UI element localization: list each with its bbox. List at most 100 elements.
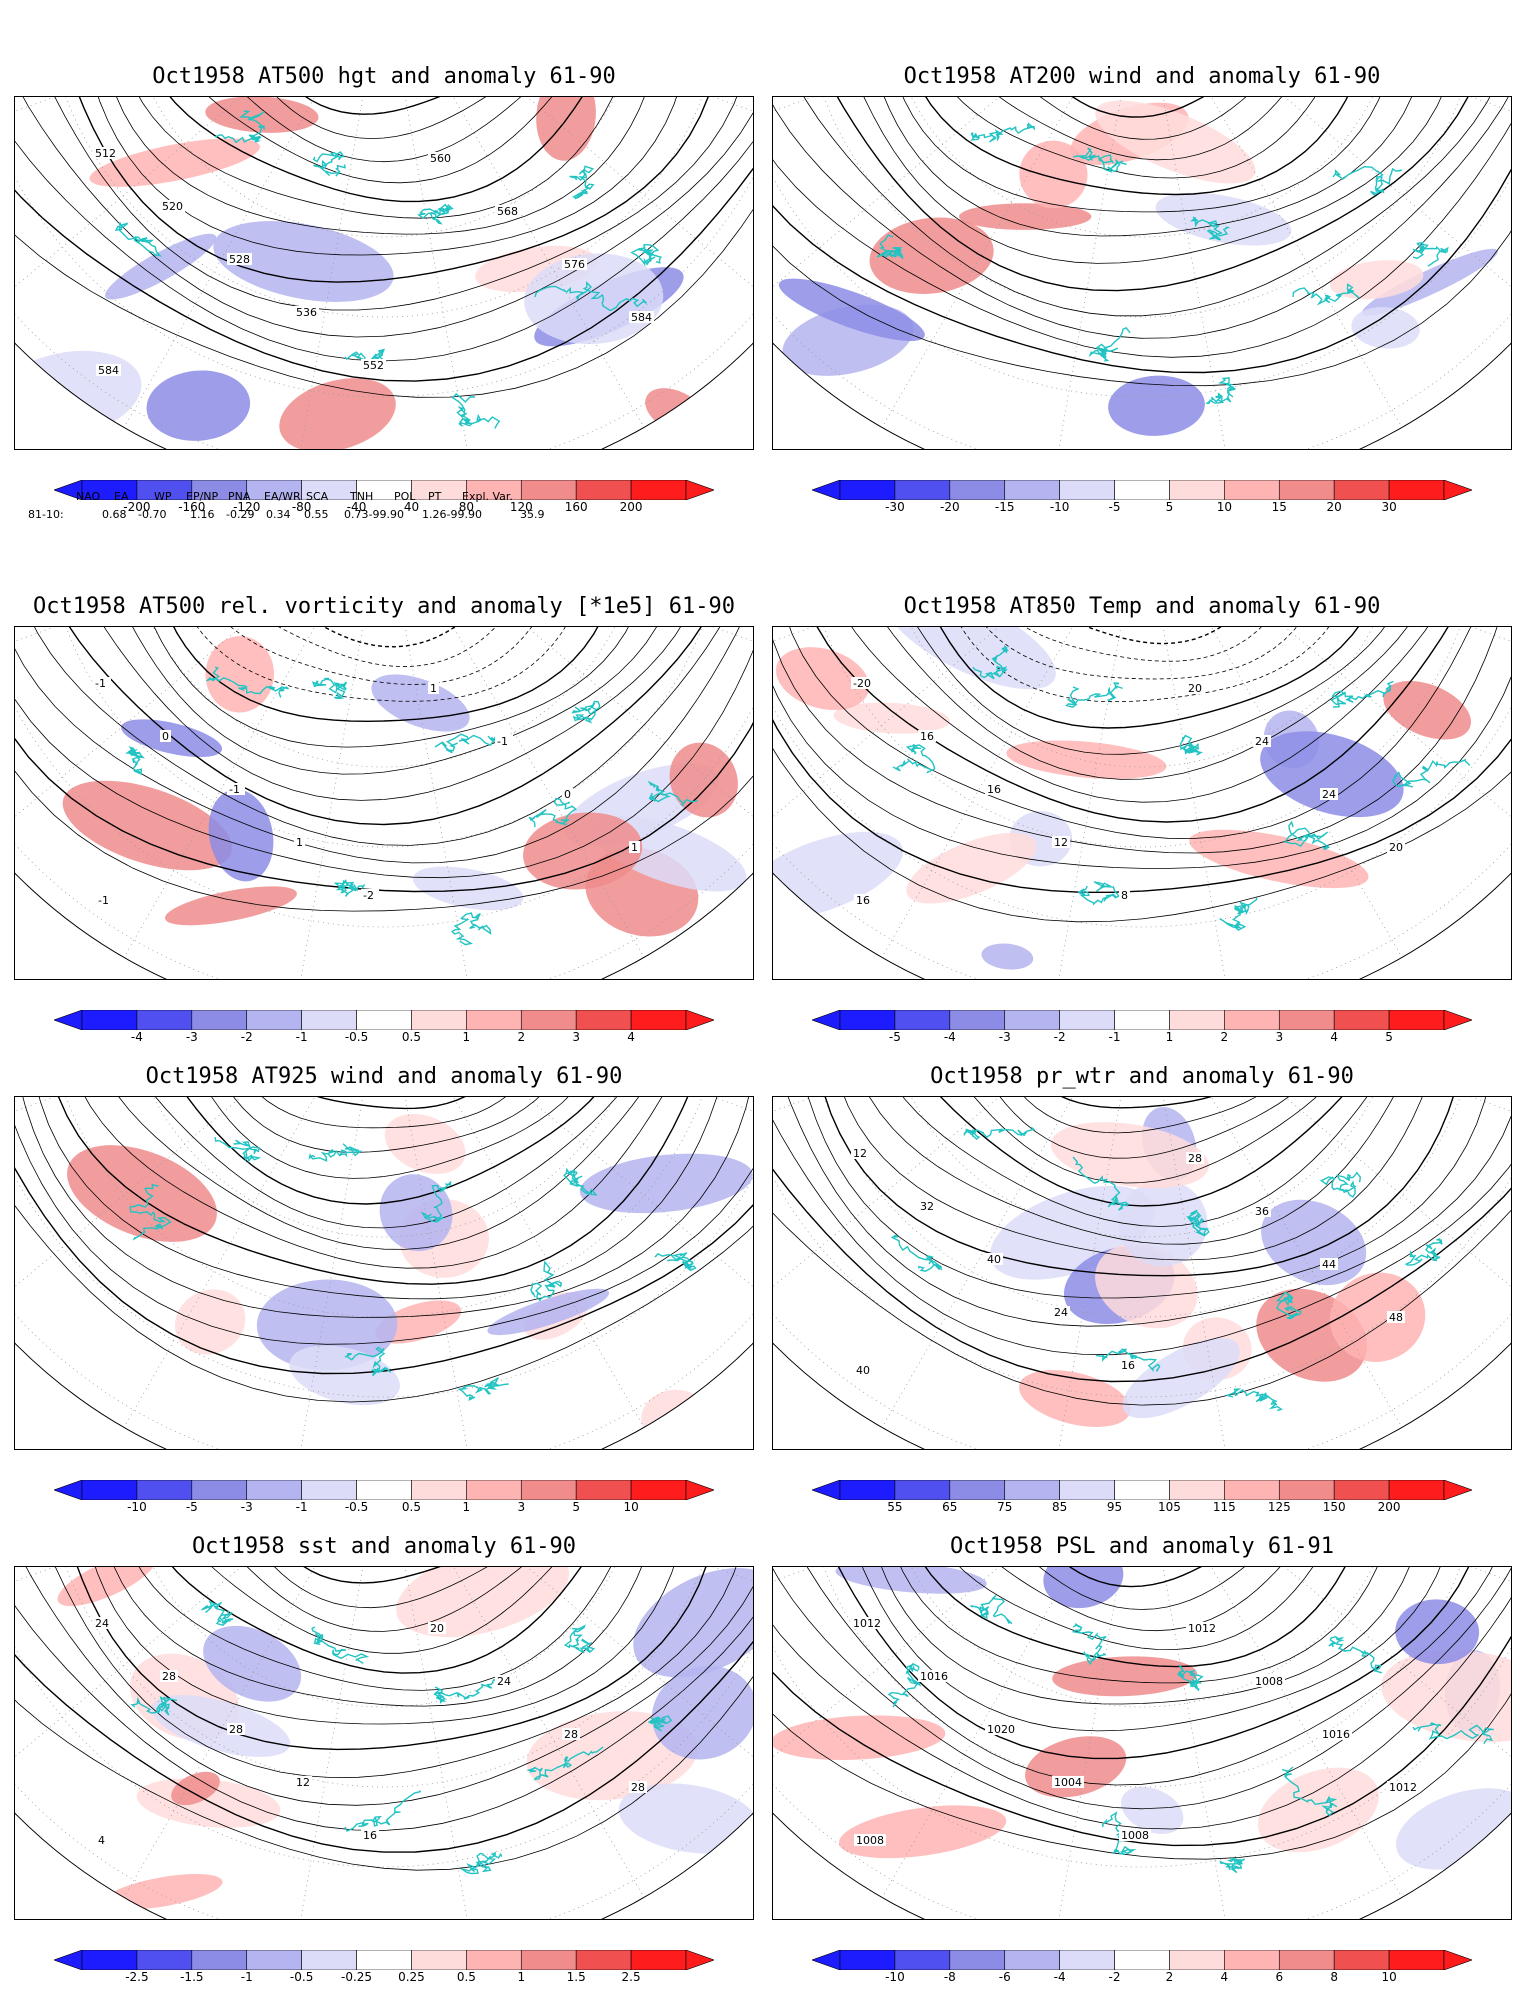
contour-label: 584 [631,311,652,324]
map-disc [15,97,753,449]
coastline [311,1626,370,1664]
contour-line [218,1097,551,1129]
panel-title: Oct1958 sst and anomaly 61-90 [191,1534,577,1559]
colorbar-tick-label: -15 [994,500,1015,514]
map-svg [773,97,1511,449]
contour-label-bg [294,306,319,318]
colorbar-segment [1278,1010,1335,1030]
negative-anomaly-region [1108,375,1205,436]
latitude-gridline [15,1097,753,1398]
contour-label: 28 [229,1723,243,1736]
contour-label-bg [918,730,936,742]
coastline [1276,1291,1302,1320]
contour-label: 1020 [987,1723,1015,1736]
contour-line [27,97,753,311]
contour-label: 12 [296,1776,310,1789]
contour-line [157,1567,608,1654]
contour-line [773,97,1511,387]
colorbar-tick-label: -4 [1053,1970,1066,1984]
colorbar-tick-label: -0.5 [344,1030,369,1044]
colorbar-segment [411,1950,467,1970]
coastline [420,1180,452,1223]
colorbar-segment [1114,480,1170,500]
colorbar-tick-label: 10 [1381,1970,1397,1984]
index-value: 0.68 [102,508,127,521]
contour-line [951,627,1331,680]
coastline [1176,1664,1204,1692]
map-svg: 1012 1016 1020 1004 1008 1012 1008 1016 1012 1008 [773,1567,1511,1919]
contour-label: 40 [987,1253,1001,1266]
coastline [1332,165,1402,196]
colorbar-svg [54,1010,714,1030]
contour-line [940,97,1338,161]
contour-line [773,1097,1511,1406]
coastline [1404,1238,1443,1266]
colorbar-tick-label: 2 [1165,1970,1174,1984]
coastline [129,1183,172,1241]
colorbar-segment [520,1480,577,1500]
map-disc [15,627,753,979]
index-name: NAO [76,490,101,503]
contour-line [773,1097,1511,1327]
contour-line [847,627,1442,780]
coastline [1330,680,1394,708]
colorbar-segment [246,1480,302,1500]
colorbar-segment [411,1480,467,1500]
contour-label: 36 [1255,1205,1269,1218]
longitude-gridline [1141,1097,1403,1428]
colorbar-segment [894,480,951,500]
coastline [450,912,492,946]
coastline [970,122,1036,143]
colorbar-tick-label: 75 [997,1500,1013,1514]
coastline [214,1136,262,1164]
contour-label-bg [562,1728,580,1740]
index-value: 35.9 [520,508,545,521]
contour-label-bg [1253,735,1271,747]
contour-line [905,627,1387,729]
colorbar-tick-label: -5 [888,1030,901,1044]
coastline [125,746,145,775]
contour-label-bg [93,1617,111,1629]
contour-line [157,97,606,184]
positive-anomaly-region [1006,740,1167,779]
negative-anomaly-region [146,370,251,441]
colorbar-segment [894,1010,951,1030]
contour-label-bg [629,311,654,323]
colorbar-segment [1278,480,1335,500]
contour-label-bg [1119,1829,1151,1841]
contour-line [126,627,650,748]
index-name: PNA [228,490,251,503]
index-value: -0.29 [226,508,255,521]
index-name: EA [114,490,129,503]
colorbar-segment [839,1010,896,1030]
colorbar: 55 65 75 85 95 105 115 125 150 200 [812,1480,1472,1540]
colorbar-segment [1169,1950,1225,1970]
colorbar-segment [411,1010,467,1030]
contour-label-bg [227,1723,245,1735]
contour-label: 1012 [853,1617,881,1630]
longitude-gridline [383,627,645,958]
panel-title: Oct1958 PSL and anomaly 61-91 [949,1534,1335,1559]
positive-anomaly-region [1257,1767,1379,1853]
contour-line [964,1567,1320,1610]
contour-line [239,1567,535,1584]
contour-label-bg [160,200,185,212]
colorbar-segment [839,1480,896,1500]
contour-label: 28 [631,1781,645,1794]
colorbar-segment [839,1950,896,1970]
colorbar-tick-label: 10 [1216,500,1232,514]
contour-line [999,1097,1288,1109]
positive-anomaly-region [773,1715,946,1760]
colorbar-tick-label: -0.5 [344,1500,369,1514]
contour-line [38,627,731,826]
colorbar-tick-label: -10 [1049,500,1070,514]
contour-line [773,627,1511,893]
latitude-gridline [773,627,1511,979]
negative-anomaly-region [1122,1337,1240,1419]
colorbar-tick-label: 105 [1158,1500,1181,1514]
contour-label: 1012 [1389,1781,1417,1794]
positive-anomaly-region [641,1389,709,1445]
contour-line [15,97,753,338]
contour-label-bg [851,1147,869,1159]
colorbar-arrow-right [1443,1010,1472,1030]
